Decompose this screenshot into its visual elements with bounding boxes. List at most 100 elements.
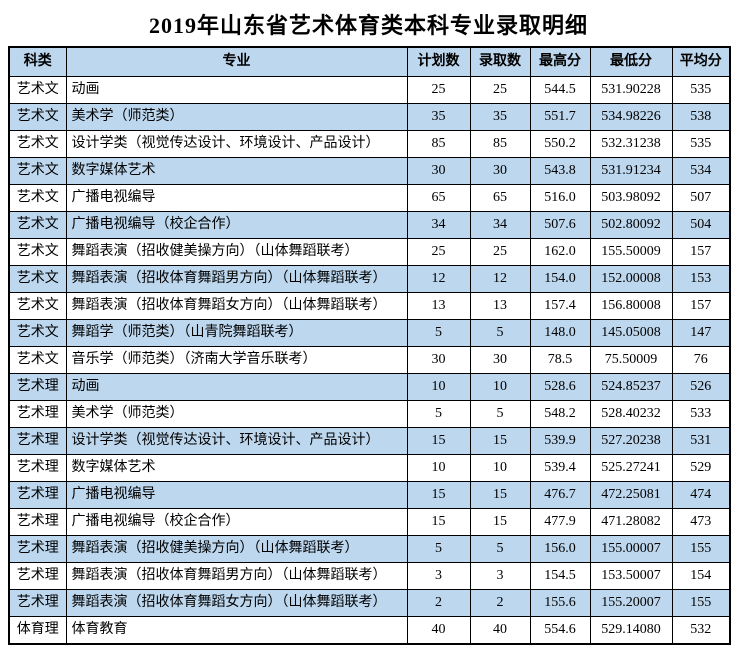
cell-max: 156.0 bbox=[529, 535, 591, 563]
cell-category: 艺术文 bbox=[8, 130, 67, 158]
cell-max: 154.0 bbox=[529, 265, 591, 293]
table-row: 艺术理 动画 10 10 528.6 524.85237 526 bbox=[8, 373, 731, 401]
cell-min: 156.80008 bbox=[589, 292, 673, 320]
table-row: 体育理 体育教育 40 40 554.6 529.14080 532 bbox=[8, 616, 731, 645]
cell-max: 157.4 bbox=[529, 292, 591, 320]
cell-major: 数字媒体艺术 bbox=[65, 157, 408, 185]
cell-min: 529.14080 bbox=[589, 616, 673, 645]
column-header-avg: 平均分 bbox=[671, 46, 731, 77]
column-header-min: 最低分 bbox=[589, 46, 673, 77]
cell-min: 472.25081 bbox=[589, 481, 673, 509]
table-row: 艺术文 数字媒体艺术 30 30 543.8 531.91234 534 bbox=[8, 157, 731, 185]
cell-plan: 2 bbox=[406, 589, 471, 617]
cell-category: 艺术文 bbox=[8, 157, 67, 185]
cell-major: 设计学类（视觉传达设计、环境设计、产品设计） bbox=[65, 130, 408, 158]
cell-category: 艺术理 bbox=[8, 454, 67, 482]
cell-max: 528.6 bbox=[529, 373, 591, 401]
cell-min: 155.00007 bbox=[589, 535, 673, 563]
cell-major: 广播电视编导（校企合作） bbox=[65, 508, 408, 536]
cell-category: 艺术文 bbox=[8, 292, 67, 320]
cell-admitted: 15 bbox=[469, 508, 531, 536]
cell-min: 528.40232 bbox=[589, 400, 673, 428]
cell-avg: 535 bbox=[671, 130, 731, 158]
cell-min: 145.05008 bbox=[589, 319, 673, 347]
cell-avg: 155 bbox=[671, 589, 731, 617]
cell-plan: 40 bbox=[406, 616, 471, 645]
cell-max: 477.9 bbox=[529, 508, 591, 536]
page-title: 2019年山东省艺术体育类本科专业录取明细 bbox=[148, 13, 588, 38]
column-header-admitted: 录取数 bbox=[469, 46, 531, 77]
cell-min: 524.85237 bbox=[589, 373, 673, 401]
cell-avg: 538 bbox=[671, 103, 731, 131]
cell-category: 艺术文 bbox=[8, 319, 67, 347]
cell-avg: 154 bbox=[671, 562, 731, 590]
cell-admitted: 30 bbox=[469, 346, 531, 374]
cell-category: 体育理 bbox=[8, 616, 67, 645]
table-row: 艺术理 美术学（师范类） 5 5 548.2 528.40232 533 bbox=[8, 400, 731, 428]
cell-category: 艺术文 bbox=[8, 346, 67, 374]
table-row: 艺术文 音乐学（师范类）（济南大学音乐联考） 30 30 78.5 75.50009 76 bbox=[8, 346, 731, 374]
cell-category: 艺术文 bbox=[8, 76, 67, 104]
cell-plan: 13 bbox=[406, 292, 471, 320]
cell-plan: 12 bbox=[406, 265, 471, 293]
cell-min: 75.50009 bbox=[589, 346, 673, 374]
cell-major: 设计学类（视觉传达设计、环境设计、产品设计） bbox=[65, 427, 408, 455]
column-header-category: 科类 bbox=[8, 46, 67, 77]
cell-plan: 35 bbox=[406, 103, 471, 131]
cell-category: 艺术文 bbox=[8, 265, 67, 293]
cell-plan: 15 bbox=[406, 427, 471, 455]
table-row: 艺术文 舞蹈表演（招收体育舞蹈男方向）（山体舞蹈联考） 12 12 154.0 152.0… bbox=[8, 265, 731, 293]
cell-major: 舞蹈表演（招收体育舞蹈女方向）（山体舞蹈联考） bbox=[65, 589, 408, 617]
table-row: 艺术文 舞蹈学（师范类）（山青院舞蹈联考） 5 5 148.0 145.05008 147 bbox=[8, 319, 731, 347]
cell-category: 艺术理 bbox=[8, 427, 67, 455]
cell-admitted: 10 bbox=[469, 454, 531, 482]
table-row: 艺术理 广播电视编导（校企合作） 15 15 477.9 471.28082 473 bbox=[8, 508, 731, 536]
cell-max: 155.6 bbox=[529, 589, 591, 617]
cell-min: 152.00008 bbox=[589, 265, 673, 293]
cell-major: 舞蹈表演（招收健美操方向）（山体舞蹈联考） bbox=[65, 238, 408, 266]
cell-avg: 473 bbox=[671, 508, 731, 536]
cell-category: 艺术理 bbox=[8, 535, 67, 563]
cell-category: 艺术理 bbox=[8, 373, 67, 401]
cell-max: 154.5 bbox=[529, 562, 591, 590]
cell-avg: 474 bbox=[671, 481, 731, 509]
cell-admitted: 85 bbox=[469, 130, 531, 158]
cell-admitted: 13 bbox=[469, 292, 531, 320]
cell-admitted: 25 bbox=[469, 76, 531, 104]
cell-admitted: 10 bbox=[469, 373, 531, 401]
cell-major: 广播电视编导 bbox=[65, 184, 408, 212]
cell-category: 艺术理 bbox=[8, 508, 67, 536]
cell-max: 162.0 bbox=[529, 238, 591, 266]
admissions-table: 科类 专业 计划数 录取数 最高分 最低分 平均分 艺术文 动画 25 25 544.5 531.90… bbox=[8, 46, 731, 645]
cell-major: 动画 bbox=[65, 76, 408, 104]
cell-admitted: 5 bbox=[469, 319, 531, 347]
cell-max: 516.0 bbox=[529, 184, 591, 212]
cell-min: 153.50007 bbox=[589, 562, 673, 590]
cell-admitted: 15 bbox=[469, 481, 531, 509]
cell-avg: 534 bbox=[671, 157, 731, 185]
cell-max: 78.5 bbox=[529, 346, 591, 374]
cell-max: 539.9 bbox=[529, 427, 591, 455]
cell-max: 554.6 bbox=[529, 616, 591, 645]
cell-major: 美术学（师范类） bbox=[65, 400, 408, 428]
cell-admitted: 5 bbox=[469, 535, 531, 563]
column-header-major: 专业 bbox=[65, 46, 408, 77]
cell-plan: 5 bbox=[406, 319, 471, 347]
cell-admitted: 34 bbox=[469, 211, 531, 239]
table-row: 艺术文 美术学（师范类） 35 35 551.7 534.98226 538 bbox=[8, 103, 731, 131]
cell-max: 550.2 bbox=[529, 130, 591, 158]
cell-min: 525.27241 bbox=[589, 454, 673, 482]
cell-category: 艺术文 bbox=[8, 238, 67, 266]
cell-min: 531.90228 bbox=[589, 76, 673, 104]
cell-plan: 5 bbox=[406, 535, 471, 563]
table-row: 艺术文 舞蹈表演（招收体育舞蹈女方向）（山体舞蹈联考） 13 13 157.4 156.8… bbox=[8, 292, 731, 320]
table-row: 艺术文 设计学类（视觉传达设计、环境设计、产品设计） 85 85 550.2 532.31… bbox=[8, 130, 731, 158]
cell-major: 舞蹈表演（招收健美操方向）（山体舞蹈联考） bbox=[65, 535, 408, 563]
cell-avg: 157 bbox=[671, 238, 731, 266]
cell-min: 532.31238 bbox=[589, 130, 673, 158]
cell-avg: 504 bbox=[671, 211, 731, 239]
cell-min: 503.98092 bbox=[589, 184, 673, 212]
cell-category: 艺术理 bbox=[8, 481, 67, 509]
cell-admitted: 12 bbox=[469, 265, 531, 293]
cell-plan: 30 bbox=[406, 346, 471, 374]
